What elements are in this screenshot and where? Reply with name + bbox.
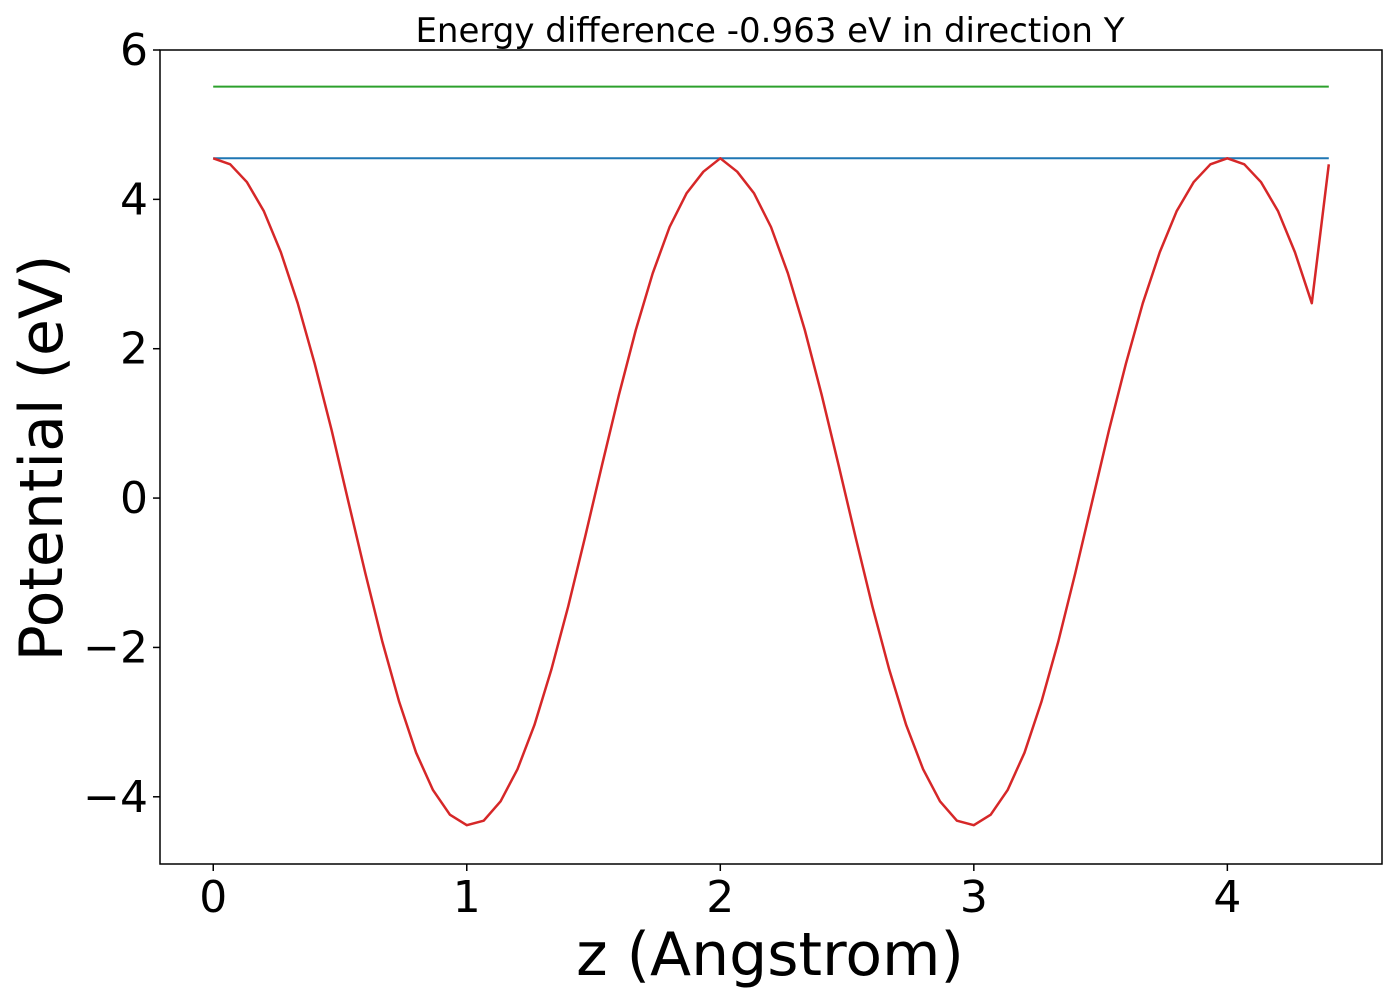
chart-title: Energy difference -0.963 eV in direction… — [415, 11, 1124, 51]
y-tick-label: −4 — [83, 772, 148, 823]
y-tick-label: 6 — [120, 25, 148, 76]
y-tick-label: 2 — [120, 324, 148, 375]
y-axis-label: Potential (eV) — [7, 255, 77, 662]
y-tick-label: −2 — [83, 622, 148, 673]
x-tick-label: 3 — [960, 872, 988, 923]
x-axis-label: z (Angstrom) — [576, 920, 964, 990]
x-tick-label: 2 — [706, 872, 734, 923]
x-tick-label: 1 — [453, 872, 481, 923]
y-axis: −4 −2 0 2 4 6 — [83, 25, 160, 823]
plot-frame — [159, 49, 1383, 865]
x-tick-label: 4 — [1213, 872, 1241, 923]
x-axis: 0 1 2 3 4 — [199, 864, 1241, 923]
y-tick-label: 0 — [120, 473, 148, 524]
plot-area — [212, 85, 1331, 827]
y-tick-label: 4 — [120, 174, 148, 225]
x-tick-label: 0 — [199, 872, 227, 923]
series-line-0 — [212, 157, 1331, 827]
